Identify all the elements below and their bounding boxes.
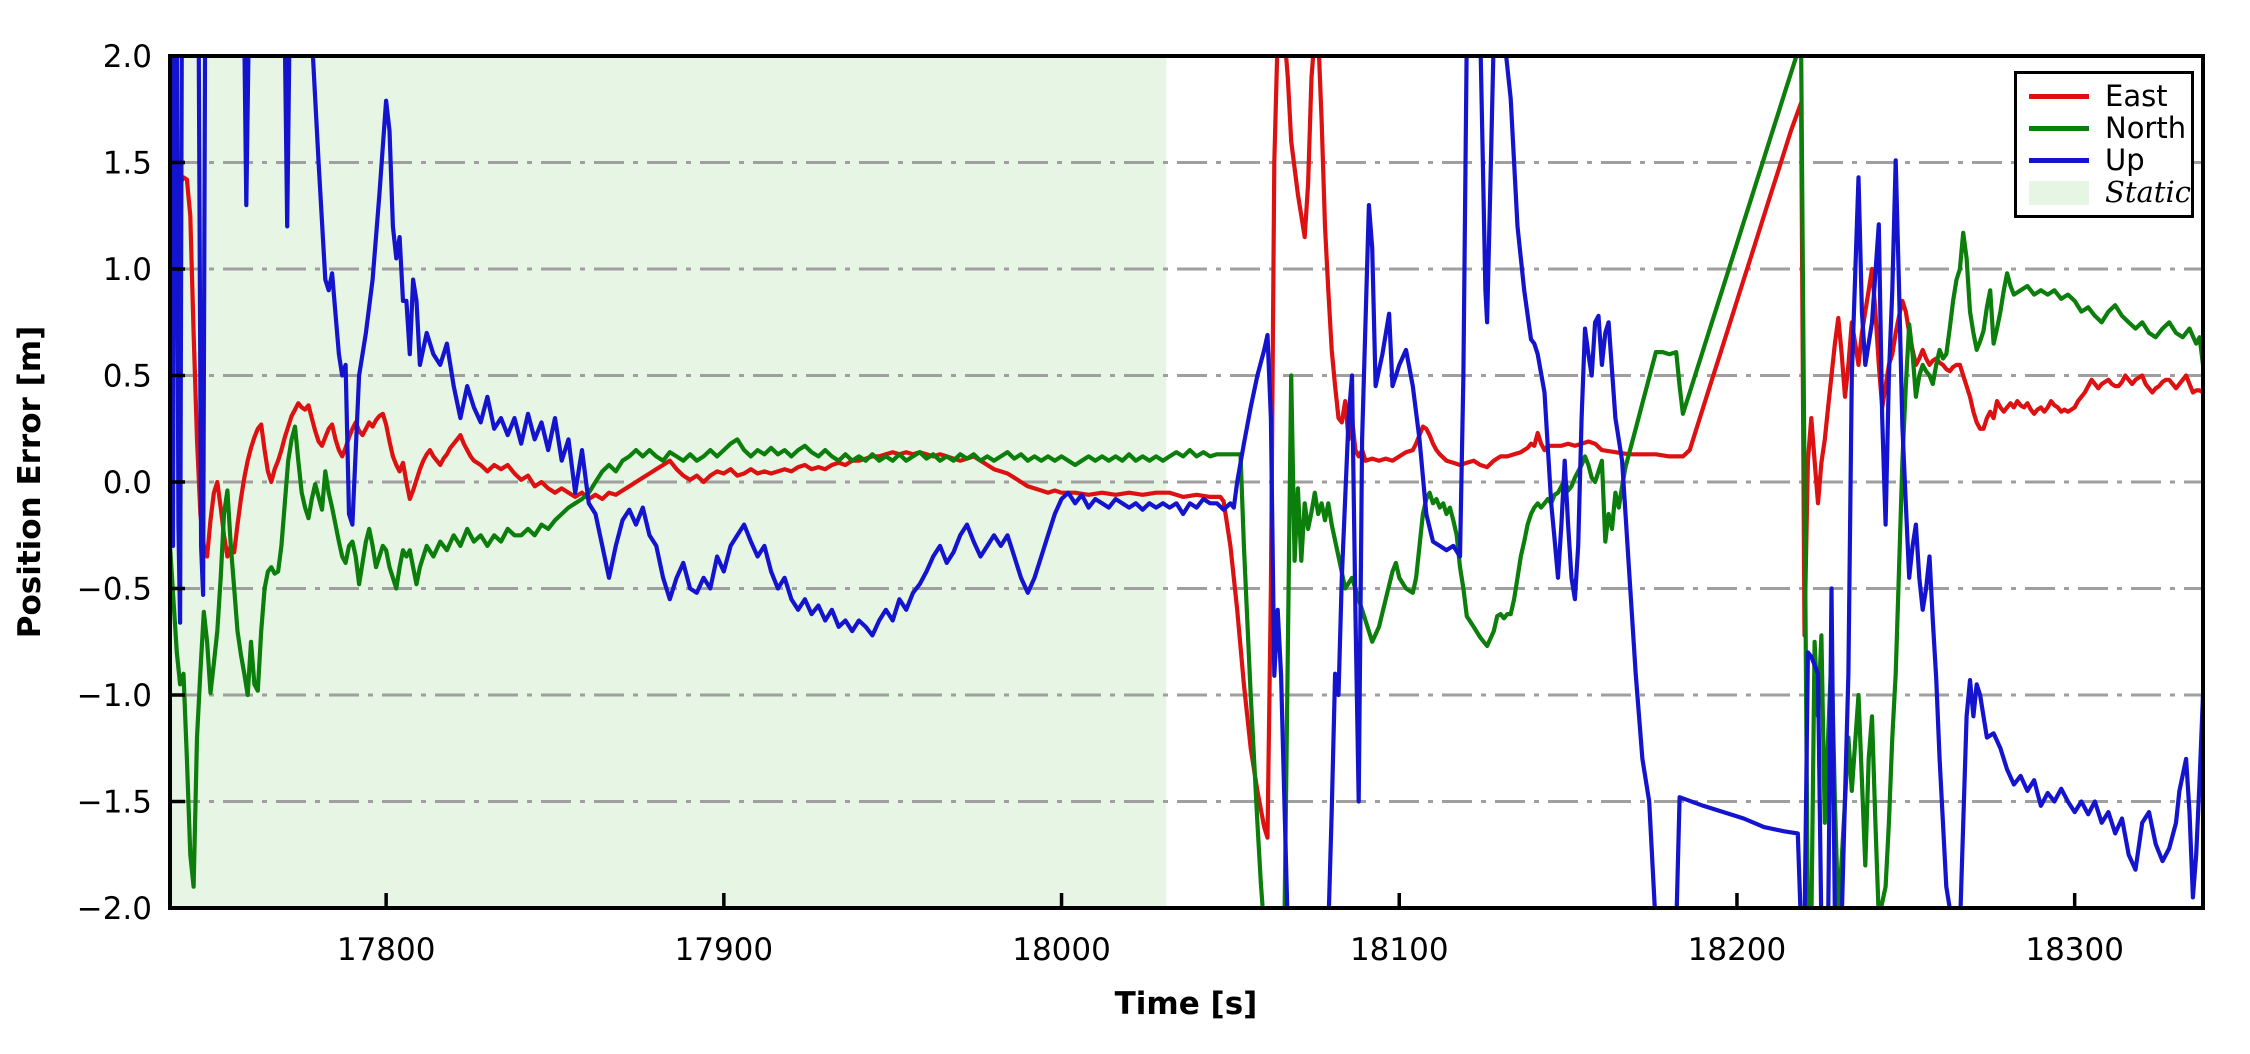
legend-item-north: North [2029,112,2186,144]
series-up-line [170,56,2203,908]
legend-label-north: North [2105,110,2187,145]
x-tick-label-18000: 18000 [1012,932,1111,968]
x-tick-label-18200: 18200 [1688,932,1787,968]
y-tick-label-1: 1.0 [103,252,152,288]
y-tick-label-0: 0.0 [103,465,152,501]
y-tick-label--2: −2.0 [77,891,152,927]
y-tick-label--0.5: −0.5 [77,572,152,608]
legend-item-east: East [2029,80,2179,112]
series-east-line [170,56,2203,840]
y-tick-label-2: 2.0 [103,39,152,75]
x-tick-label-17900: 17900 [675,932,774,968]
legend-label-up: Up [2105,143,2145,178]
static-patch-swatch [2029,180,2089,205]
east-line-swatch [2029,93,2089,99]
legend-label-east: East [2105,78,2168,113]
x-tick-label-17800: 17800 [337,932,436,968]
x-tick-label-18100: 18100 [1350,932,1449,968]
legend-label-static: Static [2105,175,2191,210]
legend: East North Up Static [2014,71,2194,218]
y-axis-label: Position Error [m] [12,326,48,638]
y-tick-label-1.5: 1.5 [103,146,152,182]
y-tick-label--1: −1.0 [77,678,152,714]
x-axis-label: Time [s] [1115,986,1258,1022]
series-north-line [170,56,2203,908]
north-line-swatch [2029,125,2089,131]
legend-item-up: Up [2029,145,2179,177]
legend-item-static: Static [2029,177,2191,209]
axis-ticks: 17800 17900 18000 18100 18200 18300 −2.0 −1.5 −1… [77,39,2124,968]
y-tick-label--1.5: −1.5 [77,785,152,821]
grid-lines [170,161,2203,803]
y-tick-label-0.5: 0.5 [103,359,152,395]
data-series [170,56,2203,908]
plot-frame [168,54,2205,910]
up-line-swatch [2029,158,2089,164]
x-tick-label-18300: 18300 [2025,932,2124,968]
